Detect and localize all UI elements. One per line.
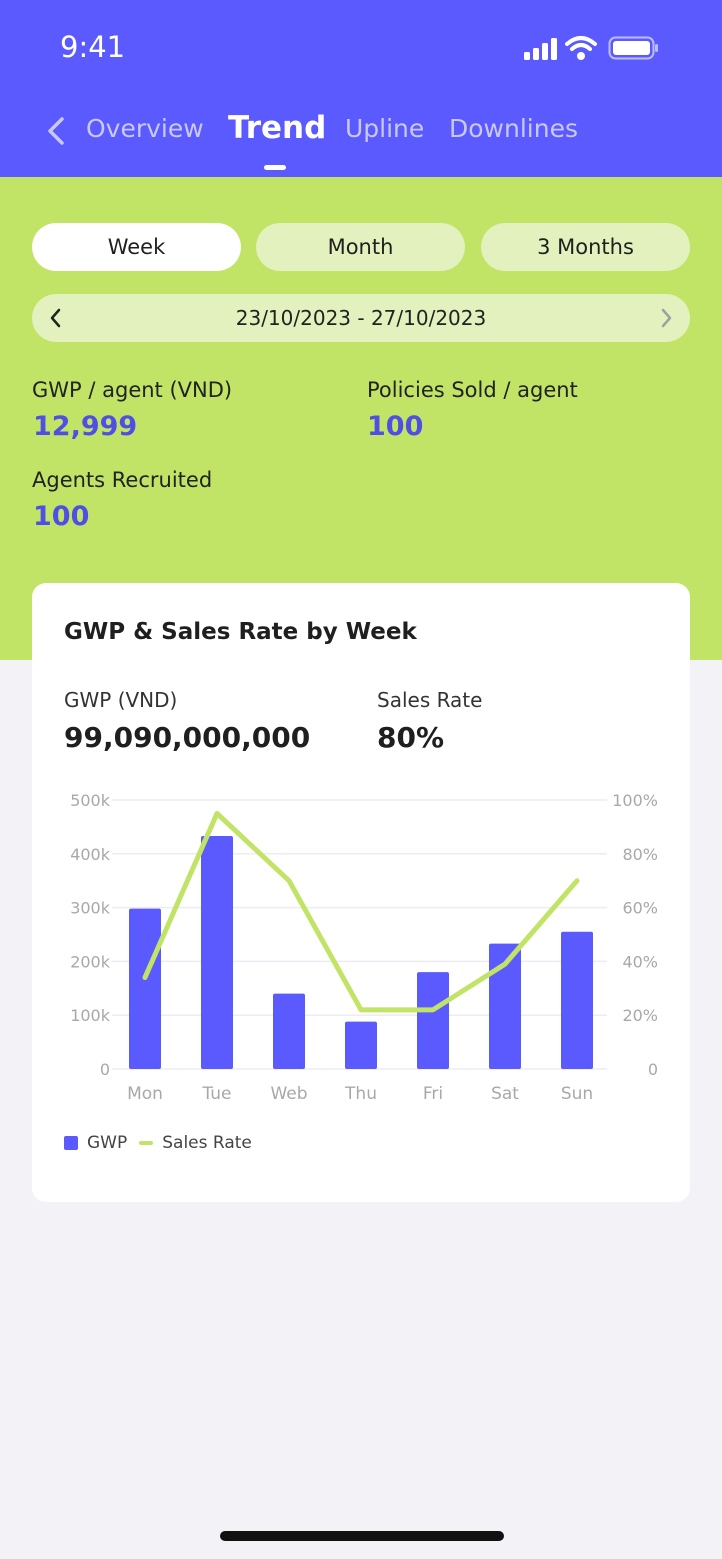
y-right-tick-label: 0 — [648, 1060, 658, 1079]
date-range-label: 23/10/2023 - 27/10/2023 — [235, 306, 487, 330]
gwp-bar — [201, 836, 233, 1069]
cellular-signal-icon — [524, 38, 557, 60]
policies-sold-label: Policies Sold / agent — [367, 378, 578, 402]
wifi-icon — [565, 36, 597, 60]
gwp-bar — [129, 908, 161, 1069]
y-left-tick-label: 100k — [70, 1006, 111, 1025]
tab-upline[interactable]: Upline — [345, 114, 425, 143]
battery-icon — [608, 36, 658, 60]
y-right-tick-label: 60% — [622, 899, 658, 918]
sales-rate-legend-swatch — [139, 1141, 154, 1145]
sales-rate-legend-label: Sales Rate — [162, 1133, 252, 1153]
previous-period-icon[interactable] — [46, 306, 66, 330]
agents-recruited-label: Agents Recruited — [32, 468, 213, 492]
gwp-per-agent-value: 12,999 — [33, 411, 138, 442]
summary-panel: Week Month 3 Months 23/10/2023 - 27/10/2… — [0, 177, 722, 660]
y-right-tick-label: 100% — [612, 791, 658, 810]
gwp-legend-label: GWP — [87, 1133, 128, 1153]
gwp-bar — [345, 1021, 377, 1069]
y-left-tick-label: 400k — [70, 845, 111, 864]
tab-overview[interactable]: Overview — [86, 114, 204, 143]
status-time: 9:41 — [60, 30, 126, 64]
next-period-icon[interactable] — [656, 306, 676, 330]
sales-rate-value: 80% — [377, 721, 445, 754]
x-tick-label: Mon — [127, 1084, 163, 1104]
chart-card: GWP & Sales Rate by Week GWP (VND) 99,09… — [32, 583, 690, 1202]
x-tick-label: Web — [270, 1084, 307, 1104]
tab-trend[interactable]: Trend — [228, 110, 327, 146]
y-right-tick-label: 40% — [622, 952, 658, 971]
agents-recruited-value: 100 — [33, 501, 90, 532]
x-tick-label: Sun — [561, 1084, 593, 1104]
chart-title: GWP & Sales Rate by Week — [64, 619, 417, 645]
gwp-bar — [273, 993, 305, 1069]
gwp-sales-rate-chart: 0 0 100k 20% 200k 40% 300k 60% 400k 80% 500k 100% Mo… — [70, 791, 658, 1104]
y-left-tick-label: 300k — [70, 899, 111, 918]
date-range-selector: 23/10/2023 - 27/10/2023 — [32, 294, 690, 342]
gwp-bar — [417, 972, 449, 1069]
tab-downlines[interactable]: Downlines — [449, 114, 578, 143]
gwp-bar — [489, 943, 521, 1069]
chart-legend: GWP Sales Rate — [64, 1133, 252, 1153]
x-tick-label: Thu — [344, 1084, 377, 1104]
x-tick-label: Fri — [423, 1084, 443, 1104]
tab-bar: Overview Trend Upline Downlines — [0, 100, 722, 170]
total-gwp-value: 99,090,000,000 — [64, 721, 311, 754]
gwp-legend-swatch — [64, 1136, 78, 1150]
header: 9:41 Overview Trend Upline Downlines — [0, 0, 722, 177]
total-gwp-label: GWP (VND) — [64, 688, 178, 712]
y-right-tick-label: 80% — [622, 845, 658, 864]
period-week-button[interactable]: Week — [32, 223, 241, 271]
back-chevron-icon[interactable] — [44, 116, 68, 146]
y-right-tick-label: 20% — [622, 1006, 658, 1025]
sales-rate-label: Sales Rate — [377, 688, 483, 712]
y-left-tick-label: 500k — [70, 791, 111, 810]
y-left-tick-label: 200k — [70, 952, 111, 971]
gwp-per-agent-label: GWP / agent (VND) — [32, 378, 233, 402]
period-month-button[interactable]: Month — [256, 223, 465, 271]
policies-sold-value: 100 — [367, 411, 424, 442]
period-3-months-button[interactable]: 3 Months — [481, 223, 690, 271]
y-left-tick-label: 0 — [100, 1060, 110, 1079]
x-tick-label: Tue — [201, 1084, 231, 1104]
active-tab-indicator — [264, 165, 286, 170]
gwp-bar — [561, 931, 593, 1069]
home-indicator — [220, 1531, 504, 1541]
sales-rate-line — [142, 810, 580, 1013]
x-tick-label: Sat — [491, 1084, 519, 1104]
